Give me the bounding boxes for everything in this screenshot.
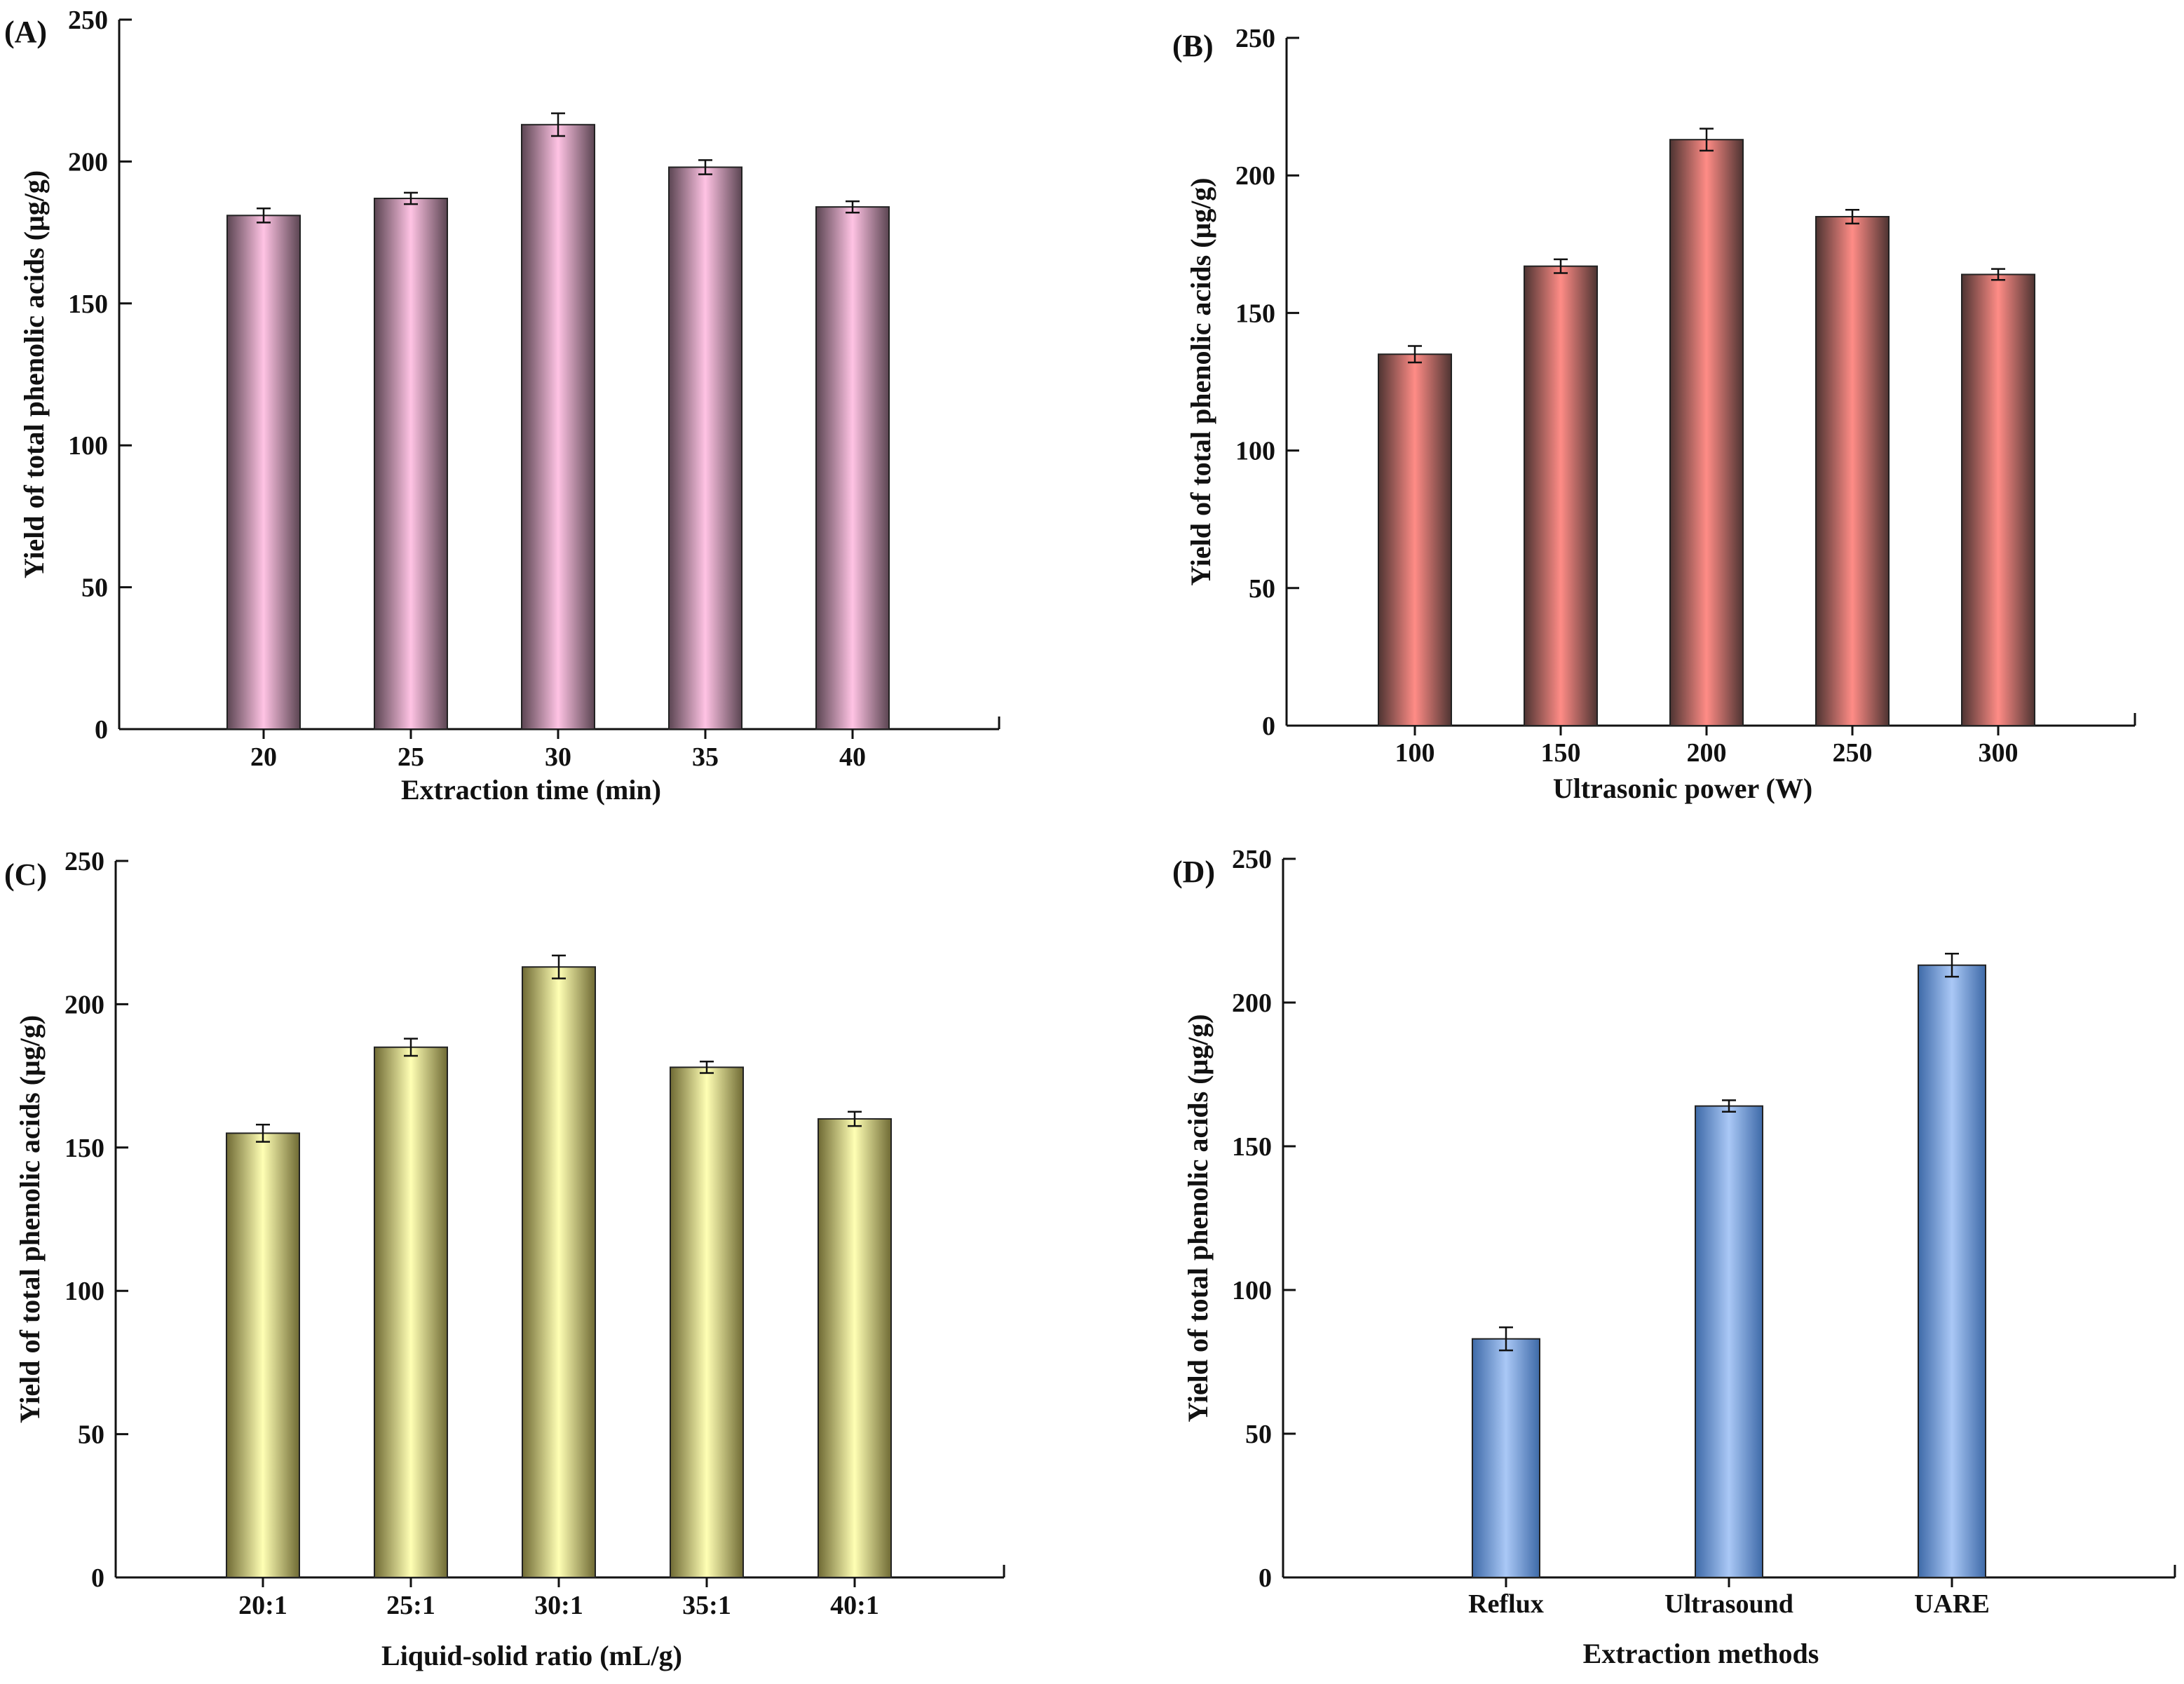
y-tick-label: 250 bbox=[1235, 24, 1275, 53]
chart-panel-c: (C) 0 50 100 150 200 250 Yield of total phenoli… bbox=[4, 847, 1005, 1671]
error-bar bbox=[846, 200, 860, 214]
y-tick-label: 0 bbox=[1259, 1563, 1272, 1593]
y-axis-title: Yield of total phenolic acids (μg/g) bbox=[1185, 177, 1216, 585]
y-tick-label: 50 bbox=[81, 573, 108, 603]
bar bbox=[815, 206, 890, 730]
y-tick-label: 0 bbox=[95, 715, 108, 745]
error-bar bbox=[1722, 1099, 1736, 1113]
y-tick-label: 100 bbox=[1232, 1276, 1272, 1305]
bar bbox=[522, 966, 596, 1578]
bar bbox=[818, 1118, 892, 1579]
y-axis-title: Yield of total phenolic acids (μg/g) bbox=[14, 1015, 46, 1423]
chart-panel-a: (A) 0 50 100 150 200 250 Yield of total phenoli… bbox=[4, 6, 1001, 806]
error-bar bbox=[1408, 345, 1422, 364]
y-axis-title: Yield of total phenolic acids (μg/g) bbox=[1182, 1014, 1214, 1422]
error-bar bbox=[404, 191, 418, 205]
bar bbox=[521, 123, 595, 730]
panel-label: (D) bbox=[1172, 855, 1215, 889]
x-tick-label: 20 bbox=[250, 742, 277, 772]
x-axis-title: Ultrasonic power (W) bbox=[1553, 773, 1812, 804]
x-tick-label: 250 bbox=[1833, 738, 1873, 768]
error-bar bbox=[1945, 953, 1959, 978]
error-bar bbox=[1991, 268, 2005, 281]
y-tick-label: 200 bbox=[68, 147, 108, 177]
y-tick-label: 50 bbox=[1245, 1420, 1272, 1449]
x-tick-label: 40:1 bbox=[830, 1591, 879, 1620]
bar bbox=[1918, 964, 1986, 1578]
bar bbox=[1695, 1105, 1763, 1578]
x-tick-label: 150 bbox=[1541, 738, 1581, 768]
y-tick-label: 200 bbox=[65, 990, 104, 1019]
x-axis-title: Extraction methods bbox=[1583, 1638, 1819, 1669]
y-tick-label: 150 bbox=[1235, 299, 1275, 328]
y-tick-label: 0 bbox=[1262, 712, 1275, 741]
y-tick-label: 0 bbox=[91, 1563, 104, 1593]
bar bbox=[670, 1066, 744, 1579]
y-tick-label: 100 bbox=[65, 1277, 104, 1306]
x-tick-label: 25:1 bbox=[386, 1591, 435, 1620]
x-axis-title: Extraction time (min) bbox=[401, 774, 661, 806]
x-tick-label: UARE bbox=[1914, 1589, 1990, 1619]
panel-label: (B) bbox=[1172, 29, 1214, 63]
y-tick-label: 100 bbox=[1235, 437, 1275, 466]
bar bbox=[1524, 265, 1598, 726]
x-tick-label: 35 bbox=[692, 742, 719, 772]
y-tick-label: 100 bbox=[68, 431, 108, 461]
bar bbox=[226, 1132, 300, 1578]
error-bar bbox=[848, 1111, 862, 1127]
x-axis-title: Liquid-solid ratio (mL/g) bbox=[381, 1640, 682, 1671]
y-tick-label: 250 bbox=[1232, 845, 1272, 874]
x-tick-label: Ultrasound bbox=[1664, 1589, 1793, 1619]
y-tick-label: 250 bbox=[65, 847, 104, 876]
y-tick-label: 50 bbox=[1249, 574, 1275, 604]
y-tick-label: 150 bbox=[65, 1134, 104, 1163]
panel-label: (A) bbox=[4, 15, 47, 49]
bar bbox=[1961, 273, 2035, 726]
error-bar bbox=[698, 159, 712, 175]
y-tick-label: 200 bbox=[1232, 989, 1272, 1018]
error-bar bbox=[1554, 258, 1568, 274]
x-tick-label: Reflux bbox=[1468, 1589, 1544, 1619]
bar bbox=[226, 215, 301, 730]
x-tick-label: 30:1 bbox=[534, 1591, 583, 1620]
error-bar bbox=[1700, 128, 1714, 152]
x-tick-label: 30 bbox=[545, 742, 571, 772]
chart-panel-b: (B) 0 50 100 150 200 250 Yield of total phenoli… bbox=[1172, 24, 2136, 804]
error-bar bbox=[552, 954, 566, 979]
x-tick-label: 40 bbox=[839, 742, 866, 772]
x-tick-label: 35:1 bbox=[682, 1591, 731, 1620]
error-bar bbox=[1499, 1326, 1513, 1352]
chart-panel-d: (D) 0 50 100 150 200 250 Yield of total phenoli… bbox=[1172, 845, 2176, 1669]
error-bar bbox=[700, 1060, 714, 1074]
bar bbox=[1669, 139, 1744, 727]
bar bbox=[374, 1046, 448, 1578]
error-bar bbox=[256, 1123, 270, 1143]
bar bbox=[668, 166, 742, 731]
bar bbox=[1815, 216, 1890, 726]
y-tick-label: 150 bbox=[68, 290, 108, 319]
x-tick-label: 200 bbox=[1687, 738, 1727, 768]
x-tick-label: 300 bbox=[1979, 738, 2019, 768]
x-tick-label: 20:1 bbox=[238, 1591, 287, 1620]
bar bbox=[1472, 1338, 1540, 1578]
y-axis-title: Yield of total phenolic acids (μg/g) bbox=[18, 170, 50, 578]
x-tick-label: 25 bbox=[398, 742, 424, 772]
y-tick-label: 250 bbox=[68, 6, 108, 35]
bar bbox=[374, 198, 448, 730]
x-tick-label: 100 bbox=[1395, 738, 1435, 768]
y-tick-label: 200 bbox=[1235, 161, 1275, 191]
error-bar bbox=[1845, 209, 1859, 225]
y-tick-label: 150 bbox=[1232, 1132, 1272, 1162]
panel-label: (C) bbox=[4, 857, 47, 892]
error-bar bbox=[551, 112, 565, 137]
error-bar bbox=[404, 1038, 418, 1057]
error-bar bbox=[257, 207, 271, 224]
bar bbox=[1378, 353, 1452, 726]
y-tick-label: 50 bbox=[78, 1420, 104, 1450]
